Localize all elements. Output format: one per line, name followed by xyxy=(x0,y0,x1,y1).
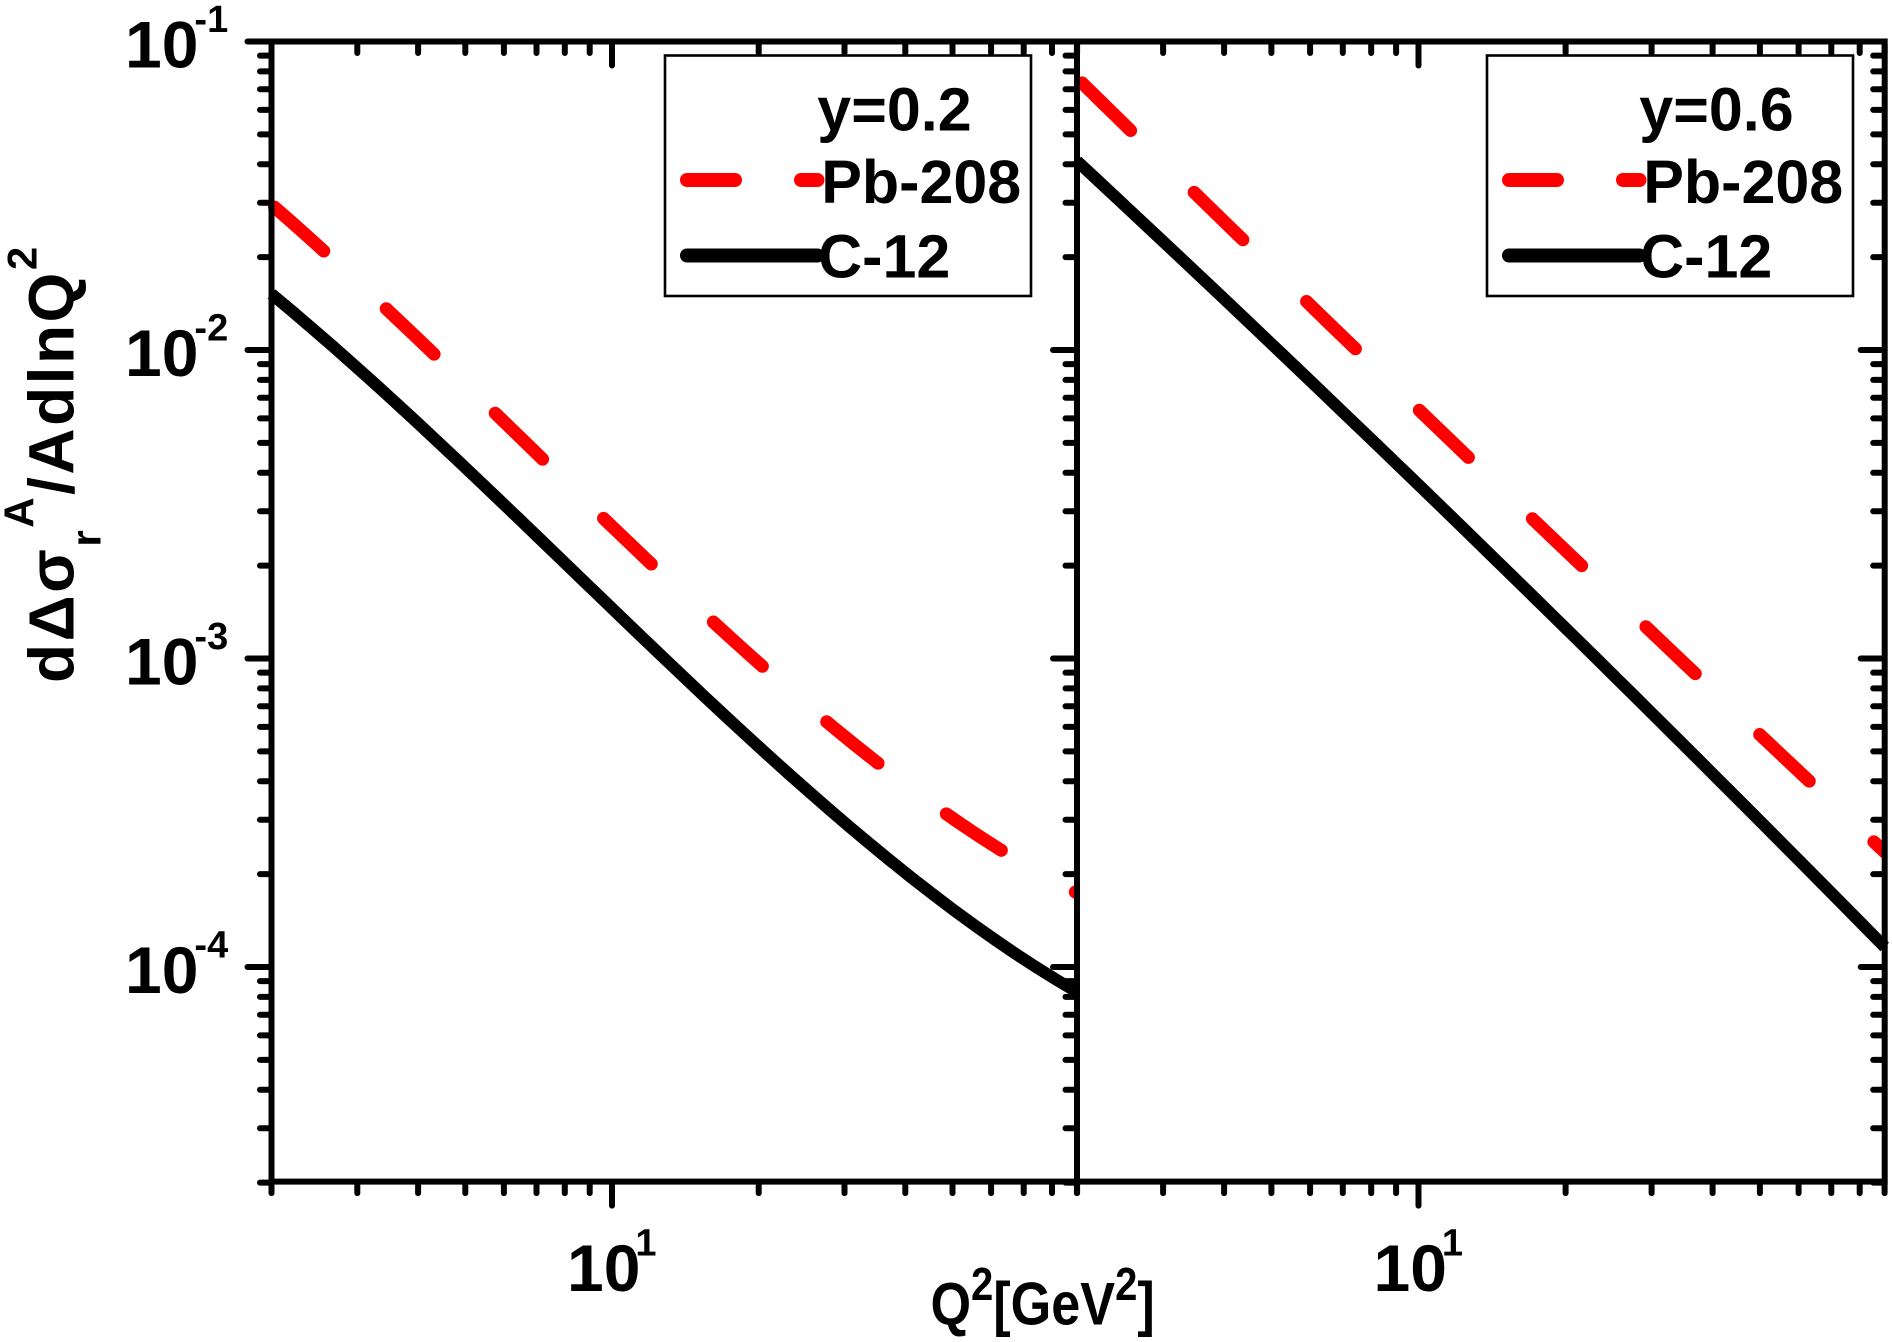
svg-text:Q2[GeV2]: Q2[GeV2] xyxy=(930,1259,1154,1337)
svg-text:y=0.6: y=0.6 xyxy=(1639,76,1793,144)
svg-text:Pb-208: Pb-208 xyxy=(821,148,1021,216)
svg-text:Pb-208: Pb-208 xyxy=(1643,148,1843,216)
svg-text:C-12: C-12 xyxy=(818,223,950,291)
svg-text:10-2: 10-2 xyxy=(125,308,228,391)
svg-text:10-4: 10-4 xyxy=(125,925,228,1008)
svg-text:y=0.2: y=0.2 xyxy=(817,76,971,144)
svg-text:C-12: C-12 xyxy=(1640,223,1772,291)
